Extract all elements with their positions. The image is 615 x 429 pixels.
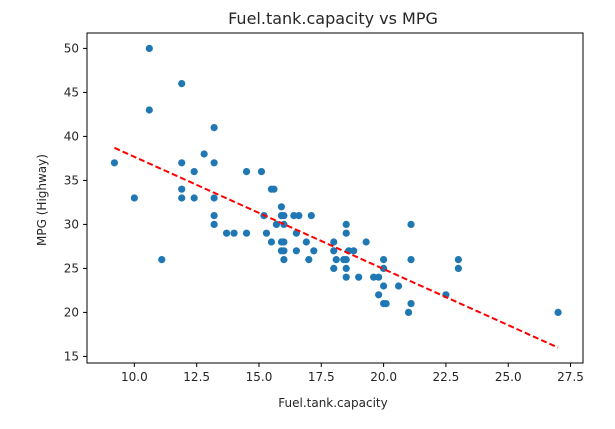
x-tick-label: 12.5 [183,370,210,384]
x-tick-label: 17.5 [308,370,335,384]
scatter-point [130,194,138,202]
y-tick-label: 20 [64,305,79,319]
scatter-point [280,238,288,246]
y-tick-label: 15 [64,349,79,363]
x-tick-label: 25.0 [495,370,522,384]
scatter-point [280,247,288,255]
scatter-point [178,80,186,88]
scatter-point [404,308,413,316]
x-axis-label: Fuel.tank.capacity [278,396,387,410]
scatter-point [210,124,218,132]
scatter-point [280,256,288,264]
scatter-point [342,220,350,228]
scatter-point [310,247,318,255]
scatter-point [292,247,300,255]
scatter-point [370,273,378,281]
scatter-point [302,238,310,246]
scatter-point [407,300,415,308]
scatter-point [355,273,363,281]
scatter-point [295,212,303,220]
scatter-point [242,229,251,237]
scatter-point [332,256,340,264]
y-tick-label: 30 [64,217,79,231]
scatter-point [342,229,350,237]
scatter-point [262,229,271,237]
x-tick-label: 27.5 [557,370,584,384]
y-tick-label: 40 [64,129,79,143]
x-axis-ticks: 10.0 12.5 15.0 17.5 20.0 22.5 25.0 27.5 [121,363,584,384]
scatter-point [554,308,562,316]
scatter-point [362,238,370,246]
x-tick-label: 15.0 [246,370,273,384]
y-tick-label: 25 [64,261,79,275]
plot-area [86,32,584,364]
scatter-point [257,168,266,176]
scatter-point [342,264,350,272]
scatter-point [382,300,390,308]
scatter-point [210,212,218,220]
scatter-point [145,44,153,53]
y-tick-label: 35 [64,173,79,187]
scatter-point [330,247,338,255]
scatter-point [375,291,383,299]
scatter-point [200,150,208,158]
scatter-point [280,212,288,220]
y-axis-ticks: 15 20 25 30 35 40 45 50 [64,41,87,363]
y-tick-label: 50 [64,41,79,55]
scatter-point [178,194,186,202]
scatter-point [454,256,462,264]
scatter-point [342,273,350,281]
scatter-point [158,256,166,264]
scatter-point [290,212,298,220]
scatter-point [407,256,415,264]
scatter-point [375,273,383,281]
scatter-point [330,264,338,272]
scatter-point [190,168,198,176]
y-tick-label: 45 [64,85,79,99]
scatter-point [190,194,198,202]
scatter-point [305,256,313,264]
scatter-point [210,194,218,202]
x-tick-label: 22.5 [433,370,460,384]
plot-frame [86,32,584,364]
scatter-point [230,229,238,237]
x-tick-label: 20.0 [370,370,397,384]
scatter-point [270,185,278,193]
scatter-point [407,220,415,228]
scatter-point [380,282,388,290]
scatter-point [210,159,218,167]
trend-line [114,146,559,349]
scatter-point [380,256,388,264]
scatter-point [222,229,231,237]
x-tick-label: 10.0 [121,370,148,384]
scatter-point [242,168,251,176]
scatter-point [210,220,218,228]
chart-title: Fuel.tank.capacity vs MPG [228,9,438,28]
scatter-point [454,264,462,272]
scatter-point [342,256,350,264]
scatter-point [330,238,338,246]
scatter-point [307,212,315,220]
scatter-point [267,238,276,246]
scatter-point [350,247,358,255]
scatter-point [178,185,186,193]
scatter-point [277,203,286,211]
y-axis-label: MPG (Highway) [35,154,49,246]
scatter-point [394,282,403,290]
scatter-point [110,159,119,167]
scatter-point [178,159,186,167]
scatter-point [145,106,153,114]
